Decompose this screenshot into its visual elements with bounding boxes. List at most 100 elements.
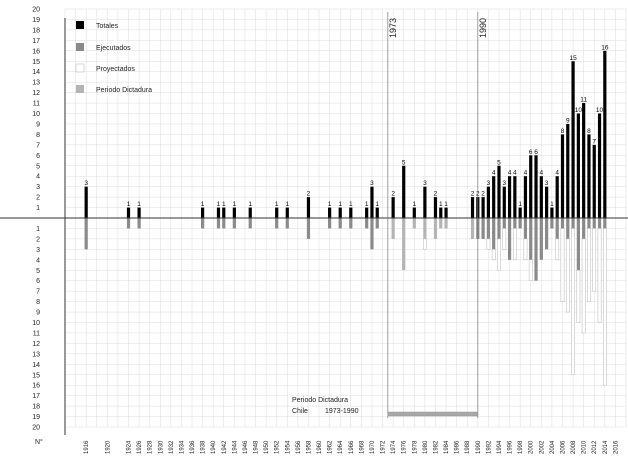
x-tick-label: 1986	[455, 440, 461, 454]
x-tick-label: 1934	[179, 440, 185, 454]
x-tick-label: 1962	[328, 440, 334, 454]
bar-ejecutados	[560, 218, 565, 229]
bar-totales	[486, 186, 490, 218]
x-tick-label: 1952	[275, 440, 281, 454]
bar-ejecutados	[248, 218, 252, 229]
bar-proyectados	[602, 228, 607, 386]
bar-ejecutados	[370, 218, 374, 250]
bar-label-totales: 1	[233, 201, 237, 208]
bar-totales	[571, 61, 575, 218]
bar-proyectados	[571, 228, 575, 375]
bar-label-totales: 2	[307, 191, 311, 198]
x-tick-label: 1972	[381, 440, 387, 454]
bar-label-totales: 3	[370, 180, 374, 187]
x-tick-label: 1920	[105, 440, 111, 454]
bar-proyectados	[587, 228, 591, 302]
y-tick-label: 12	[32, 341, 40, 348]
bar-ejecutados	[222, 218, 226, 229]
x-tick-label: 1964	[338, 440, 344, 454]
bar-label-totales: 1	[248, 201, 252, 208]
bar-totales	[497, 165, 501, 218]
bar-totales	[248, 207, 252, 218]
x-tick-label: 2012	[592, 440, 598, 454]
bar-label-totales: 1	[375, 201, 379, 208]
bar-totales	[529, 155, 533, 218]
x-tick-label: 1924	[127, 440, 133, 454]
bar-totales	[306, 197, 311, 218]
dictatorship-range: 1973-1990	[325, 408, 359, 415]
x-tick-label: 1954	[285, 440, 291, 454]
bar-label-totales: 2	[391, 191, 395, 198]
bar-label-totales: 1	[222, 201, 226, 208]
bar-totales	[338, 207, 342, 218]
bar-label-totales: 7	[592, 138, 596, 145]
y-tick-label: 18	[32, 27, 40, 34]
y-tick-label: 16	[32, 48, 40, 55]
y-tick-label: 13	[32, 351, 40, 358]
bar-label-totales: 5	[497, 159, 501, 166]
y-tick-label: 7	[36, 142, 40, 149]
x-tick-label: 2000	[529, 440, 535, 454]
bar-totales	[137, 207, 141, 218]
y-tick-label: 3	[36, 184, 40, 191]
bar-ejecutados	[439, 218, 443, 229]
y-tick-label: 12	[32, 90, 40, 97]
bar-totales	[423, 186, 427, 218]
bar-label-totales: 3	[502, 180, 506, 187]
bar-totales	[402, 165, 406, 218]
x-tick-label: 2014	[603, 440, 609, 454]
x-tick-label: 1932	[169, 440, 175, 454]
bar-label-totales: 6	[529, 149, 533, 156]
bar-ejecutados	[555, 218, 559, 239]
bar-proyectados	[502, 228, 507, 250]
x-tick-label: 1950	[264, 440, 270, 454]
y-tick-label: 2	[36, 236, 40, 243]
x-tick-label: 1916	[84, 440, 90, 454]
legend-label-proyectados: Proyectados	[96, 66, 135, 73]
bar-ejecutados	[534, 218, 538, 281]
y-tick-label: 19	[32, 17, 40, 24]
bar-ejecutados	[275, 218, 279, 229]
y-tick-label: 7	[36, 289, 40, 296]
bar-ejecutados	[523, 218, 528, 239]
bar-totales	[502, 186, 506, 218]
bar-ejecutados	[571, 218, 575, 229]
x-tick-label: 2008	[571, 440, 577, 454]
x-tick-label: 2004	[550, 440, 556, 454]
bar-label-totales: 1	[550, 201, 554, 208]
bar-proyectados	[592, 228, 597, 292]
bar-proyectados	[486, 238, 491, 250]
bar-totales	[222, 207, 226, 218]
bar-proyectados	[555, 238, 560, 261]
bar-ejecutados	[539, 218, 543, 260]
bar-totales	[285, 207, 289, 218]
y-tick-label: 20	[32, 425, 40, 432]
bar-label-totales: 4	[524, 170, 528, 177]
y-tick-label: 17	[32, 38, 40, 45]
bar-totales	[576, 113, 580, 218]
bar-ejecutados	[402, 218, 406, 271]
y-tick-label: 9	[36, 121, 40, 128]
bar-labels: 3111111111211113125132112223453441466431…	[84, 44, 608, 208]
bar-totales	[328, 207, 332, 218]
bar-ejecutados	[513, 218, 517, 229]
bar-ejecutados	[518, 218, 522, 229]
bar-label-totales: 8	[587, 128, 591, 135]
bar-totales	[84, 186, 88, 218]
bar-ejecutados	[412, 218, 416, 229]
bar-proyectados	[581, 238, 586, 334]
bar-ejecutados	[497, 218, 501, 239]
bar-ejecutados	[137, 218, 141, 229]
bar-totales	[582, 103, 586, 218]
bar-ejecutados	[232, 218, 236, 229]
y-tick-label: 4	[36, 174, 40, 181]
bar-totales	[412, 207, 416, 218]
legend-label-dictadura: Periodo Dictadura	[96, 87, 152, 94]
bar-ejecutados	[486, 218, 490, 239]
y-tick-label: 14	[32, 69, 40, 76]
x-tick-label: 1940	[211, 440, 217, 454]
y-tick-label: 11	[33, 101, 40, 108]
x-tick-label: 1928	[148, 440, 154, 454]
x-tick-label: 2006	[560, 440, 566, 454]
